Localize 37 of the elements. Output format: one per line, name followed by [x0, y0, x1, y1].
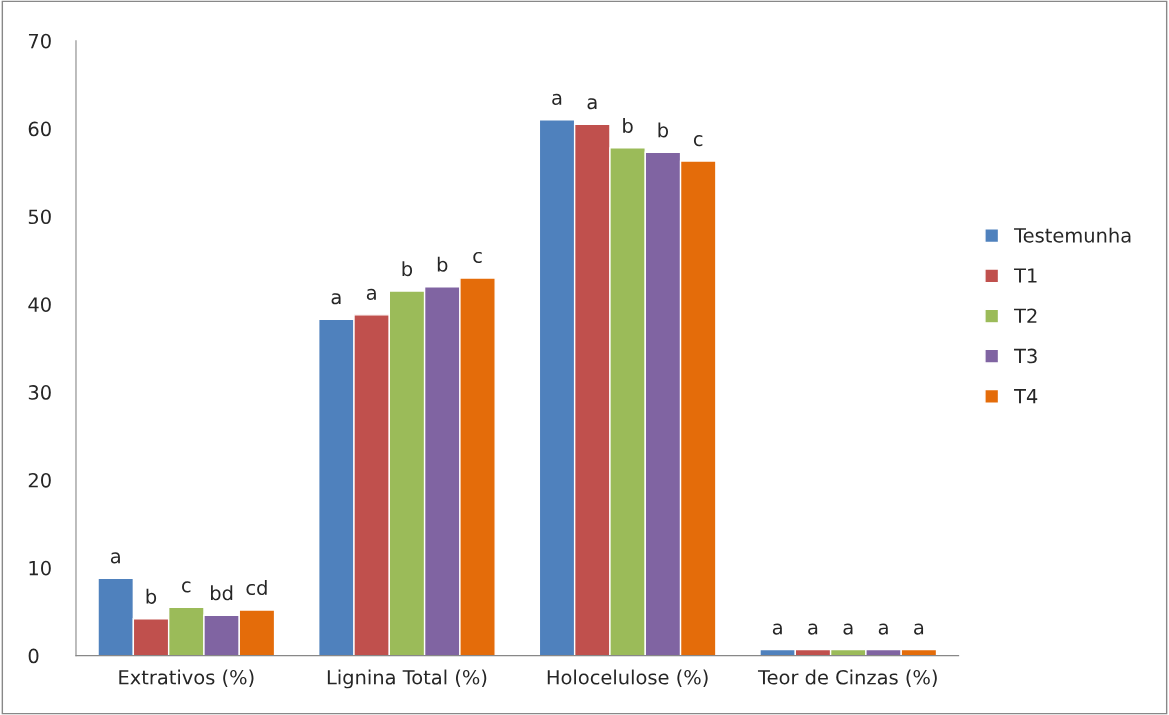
data-label: a — [843, 623, 853, 635]
data-label: b — [658, 122, 669, 138]
x-tick-label: Teor de Cinzas (%) — [757, 669, 937, 687]
data-label: a — [914, 623, 924, 635]
data-label: a — [878, 623, 888, 635]
data-label: a — [331, 293, 341, 305]
data-label: c — [182, 581, 191, 593]
legend-label: T1 — [1014, 268, 1037, 283]
y-tick-label: 30 — [28, 385, 51, 400]
legend-label: T2 — [1014, 308, 1037, 323]
data-label: a — [366, 288, 376, 300]
data-label: a — [808, 623, 818, 635]
data-label: a — [587, 98, 597, 110]
data-label: a — [772, 623, 782, 635]
data-label: b — [623, 117, 633, 134]
data-label: b — [437, 256, 448, 272]
x-tick-label: Lignina Total (%) — [327, 669, 487, 689]
y-tick-label: 10 — [29, 560, 51, 576]
legend-label: Testemunha — [1014, 227, 1131, 243]
y-tick-label: 20 — [28, 472, 51, 488]
legend-label: T4 — [1014, 389, 1038, 404]
data-label: c — [693, 135, 703, 147]
data-label: cd — [246, 580, 267, 596]
y-tick-label: 40 — [28, 297, 51, 312]
y-tick-label: 70 — [28, 33, 51, 49]
x-tick-label: Holocelulose (%) — [547, 669, 708, 687]
data-label: bd — [211, 585, 233, 601]
y-tick-label: 0 — [28, 648, 39, 664]
data-label: b — [402, 261, 413, 277]
y-tick-label: 50 — [28, 209, 51, 225]
x-tick-label: Extrativos (%) — [119, 669, 254, 687]
y-tick-label: 60 — [28, 121, 51, 137]
legend-label: T3 — [1014, 348, 1037, 364]
data-label: a — [552, 93, 562, 105]
data-label: c — [473, 251, 482, 264]
data-label: b — [146, 588, 157, 604]
data-label: a — [110, 552, 120, 564]
